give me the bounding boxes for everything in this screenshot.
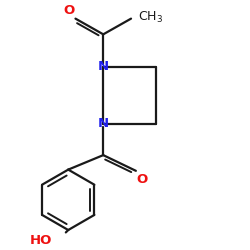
Text: CH$_3$: CH$_3$ xyxy=(138,10,163,25)
Text: N: N xyxy=(98,60,109,74)
Text: O: O xyxy=(64,4,75,17)
Text: N: N xyxy=(98,117,109,130)
Text: HO: HO xyxy=(30,234,52,248)
Text: O: O xyxy=(136,173,147,186)
